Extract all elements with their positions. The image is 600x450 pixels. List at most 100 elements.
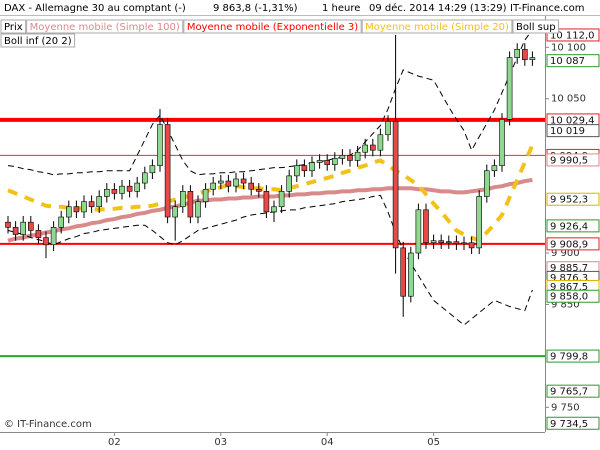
legend-label: Boll sup <box>516 22 556 33</box>
candle-body <box>157 124 163 166</box>
candle-body <box>263 191 270 213</box>
candle-body <box>164 124 171 218</box>
price-label: 9 867,5 <box>550 282 588 293</box>
candle-body <box>104 188 110 197</box>
candle-body <box>27 221 34 231</box>
candle-body <box>286 175 293 192</box>
header-date: 09 déc. 2014 14:29 (13:29) <box>369 2 507 14</box>
candle-body <box>66 206 72 218</box>
candle-body <box>506 57 513 120</box>
candle-body <box>88 201 95 208</box>
candle-body <box>195 201 201 218</box>
candle-body <box>240 178 247 184</box>
indicator-line <box>7 178 533 243</box>
price-label: 10 029,4 <box>550 115 595 126</box>
price-label: 9 952,3 <box>550 195 588 206</box>
candle-body <box>43 237 49 246</box>
y-tick-label: 10 050 <box>551 94 586 105</box>
price-label: 9 734,5 <box>550 419 588 430</box>
price-label-box <box>546 349 600 363</box>
candle-body <box>210 182 216 190</box>
candle-body <box>415 209 422 254</box>
price-label-box <box>546 28 600 42</box>
candle-body <box>400 247 407 297</box>
candle-body <box>96 196 102 208</box>
candle-body <box>483 170 490 197</box>
legend-item <box>183 19 362 34</box>
candle-body <box>499 119 505 166</box>
candle-body <box>218 180 224 184</box>
price-label: 10 112,0 <box>550 30 595 41</box>
candle-body <box>324 160 331 165</box>
candle-body <box>301 165 308 172</box>
candle-body <box>81 201 87 213</box>
candle-body <box>50 227 57 246</box>
candle-body <box>491 165 498 172</box>
candle-body <box>271 206 277 213</box>
candle-body <box>142 172 148 184</box>
legend-item <box>512 19 560 34</box>
candle-body <box>58 216 65 228</box>
copyright: © IT-Finance.com <box>4 419 92 430</box>
price-label: 9 990,5 <box>550 155 588 166</box>
price-label-box <box>546 54 600 68</box>
price-label: 10 019 <box>550 126 585 137</box>
candle-body <box>529 57 536 60</box>
candle-body <box>119 185 125 194</box>
candle-body <box>126 185 133 192</box>
price-label-box <box>546 153 600 167</box>
price-label: 9 799,8 <box>550 352 588 363</box>
price-label-box <box>546 124 600 138</box>
y-tick-label: 9 900 <box>551 248 580 259</box>
candle-body <box>5 221 11 228</box>
y-tick-label: 9 850 <box>551 299 580 310</box>
candle-body <box>331 158 338 165</box>
legend-label: Moyenne mobile (Simple 20) <box>365 22 509 33</box>
price-label: 9 858,0 <box>550 292 588 303</box>
candle-body <box>180 191 186 208</box>
header-period: 1 heure <box>322 3 360 14</box>
candle-body <box>385 121 391 136</box>
header-title: DAX - Allemagne 30 au comptant (-) <box>4 3 186 14</box>
x-tick-label: 03 <box>214 437 227 448</box>
legend-item <box>0 19 27 34</box>
candle-body <box>445 241 452 244</box>
candle-body <box>111 188 118 194</box>
candle-body <box>362 144 369 153</box>
candle-body <box>461 242 467 245</box>
candle-body <box>134 182 140 192</box>
price-label-box <box>546 237 600 251</box>
candle-body <box>392 121 399 249</box>
header-price: 9 863,8 (-1,31%) <box>213 3 298 14</box>
legend-item <box>26 19 184 34</box>
price-label-box <box>546 416 600 430</box>
candle-body <box>316 160 323 163</box>
candle-body <box>248 182 254 190</box>
candle-body <box>225 180 232 187</box>
candle-body <box>255 188 262 192</box>
legend-label: Moyenne mobile (Exponentielle 3) <box>187 22 358 33</box>
x-tick-label: 05 <box>427 437 440 448</box>
candle-body <box>73 206 80 213</box>
price-label-box <box>546 192 600 206</box>
candle-body <box>369 144 376 151</box>
candle-body <box>468 242 475 249</box>
x-tick-label: 02 <box>108 437 121 448</box>
x-tick-label: 04 <box>321 437 334 448</box>
candle-body <box>278 191 285 208</box>
candle-body <box>35 230 42 238</box>
price-label: 9 926,4 <box>550 221 588 232</box>
candle-body <box>476 196 483 249</box>
candle-body <box>187 191 194 218</box>
candle-body <box>423 209 429 244</box>
candle-body <box>514 49 521 58</box>
candle-body <box>293 165 300 177</box>
candle-body <box>12 227 19 235</box>
price-label-box <box>546 219 600 233</box>
candle-body <box>407 252 414 297</box>
legend-label: Moyenne mobile (Simple 100) <box>30 22 180 33</box>
legend-label: Boll inf (20 2) <box>4 36 72 47</box>
indicator-line <box>7 194 533 326</box>
